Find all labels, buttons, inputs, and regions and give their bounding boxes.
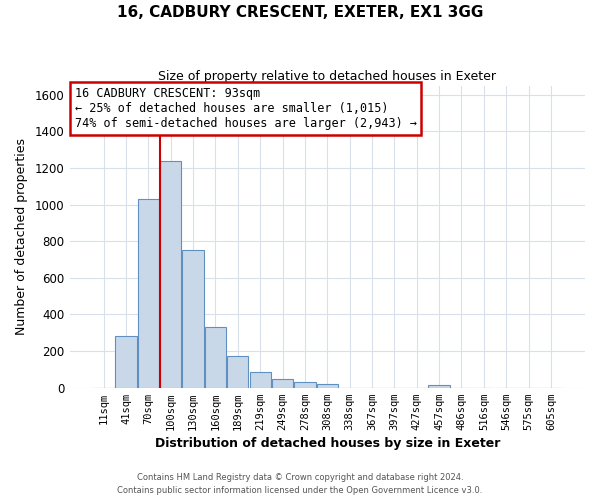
Bar [317,384,338,388]
Text: Contains HM Land Registry data © Crown copyright and database right 2024.
Contai: Contains HM Land Registry data © Crown c… [118,474,482,495]
Y-axis label: Number of detached properties: Number of detached properties [15,138,28,335]
Title: Size of property relative to detached houses in Exeter: Size of property relative to detached ho… [158,70,496,83]
X-axis label: Distribution of detached houses by size in Exeter: Distribution of detached houses by size … [155,437,500,450]
Text: 16, CADBURY CRESCENT, EXETER, EX1 3GG: 16, CADBURY CRESCENT, EXETER, EX1 3GG [117,5,483,20]
Bar [272,378,293,388]
Bar [138,199,159,388]
Bar [160,160,181,388]
Bar [294,382,316,388]
Bar [182,250,204,388]
Bar [115,336,137,388]
Bar [428,385,450,388]
Bar [205,328,226,388]
Bar [227,356,248,388]
Text: 16 CADBURY CRESCENT: 93sqm
← 25% of detached houses are smaller (1,015)
74% of s: 16 CADBURY CRESCENT: 93sqm ← 25% of deta… [75,87,417,130]
Bar [250,372,271,388]
